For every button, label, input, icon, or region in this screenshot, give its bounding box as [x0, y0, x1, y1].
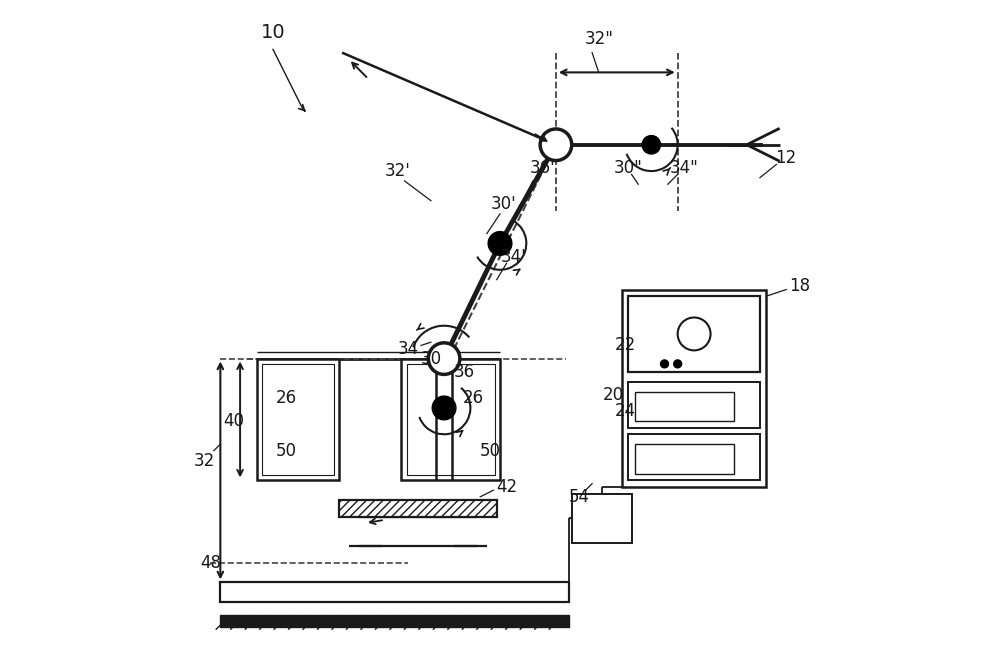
- Text: 30': 30': [490, 195, 516, 213]
- Bar: [635, 392, 734, 421]
- Text: 30: 30: [420, 349, 441, 368]
- Text: 36': 36': [530, 159, 556, 177]
- Text: 34': 34': [500, 247, 526, 266]
- Text: 26: 26: [463, 389, 484, 407]
- Text: 36: 36: [453, 363, 474, 381]
- Text: 12: 12: [776, 149, 797, 167]
- Text: 22: 22: [614, 336, 636, 355]
- Text: 32: 32: [193, 451, 215, 470]
- Circle shape: [642, 136, 661, 154]
- Text: 42: 42: [496, 478, 517, 496]
- Circle shape: [432, 396, 456, 420]
- Bar: [339, 500, 497, 517]
- Bar: [622, 290, 766, 487]
- Bar: [220, 582, 569, 602]
- Text: 20: 20: [603, 386, 624, 404]
- Circle shape: [678, 318, 711, 350]
- Text: 26: 26: [276, 389, 297, 407]
- Text: 54: 54: [568, 488, 589, 506]
- Text: 32': 32': [385, 162, 411, 180]
- Circle shape: [488, 232, 512, 255]
- Text: 50: 50: [276, 442, 297, 460]
- Text: 48: 48: [200, 553, 221, 572]
- Text: 24: 24: [614, 402, 636, 420]
- Text: 34: 34: [397, 340, 418, 358]
- Bar: [628, 434, 760, 480]
- Bar: [262, 364, 334, 475]
- Bar: [257, 359, 339, 480]
- Text: 10: 10: [261, 24, 285, 42]
- Circle shape: [661, 360, 668, 368]
- Text: 50: 50: [480, 442, 501, 460]
- Text: 18: 18: [789, 277, 810, 295]
- Bar: [628, 296, 760, 372]
- Bar: [572, 494, 632, 543]
- Bar: [628, 382, 760, 428]
- Bar: [635, 444, 734, 474]
- Text: 34": 34": [670, 159, 699, 177]
- Circle shape: [674, 360, 682, 368]
- Bar: [407, 364, 495, 475]
- Text: 32": 32": [584, 30, 613, 49]
- Bar: [401, 359, 500, 480]
- Circle shape: [540, 129, 572, 161]
- Text: 40: 40: [223, 412, 244, 430]
- Text: 30": 30": [614, 159, 643, 177]
- Circle shape: [428, 343, 460, 374]
